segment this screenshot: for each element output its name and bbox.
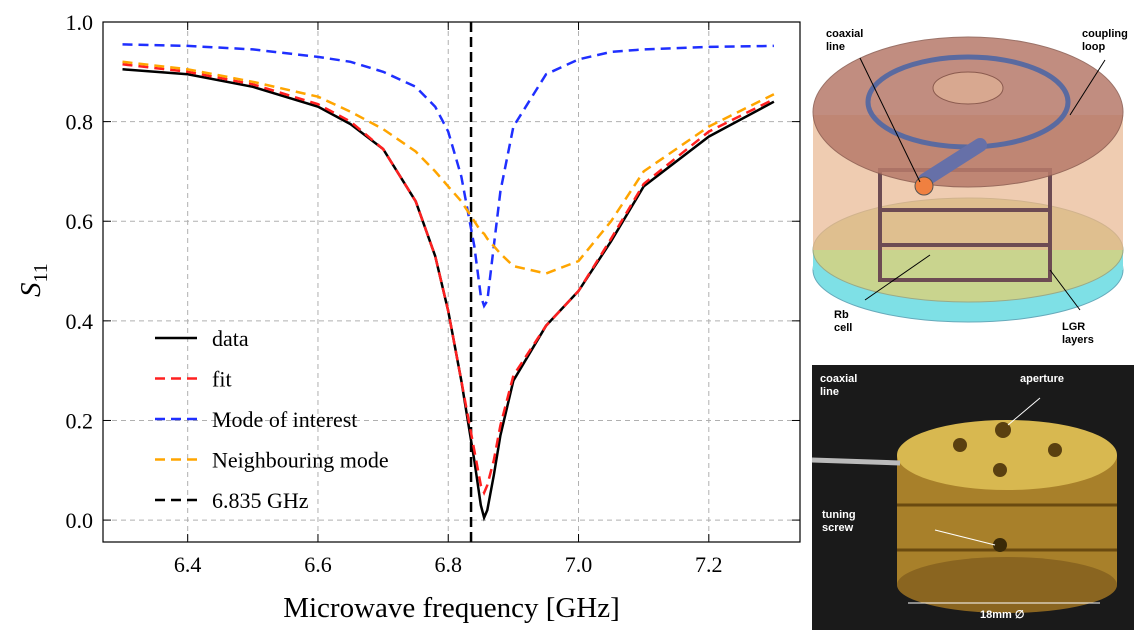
center-hole xyxy=(932,71,1004,105)
legend-label: Neighbouring mode xyxy=(212,448,389,473)
screw xyxy=(993,463,1007,477)
pointer xyxy=(1069,59,1106,116)
label: 18mm ∅ xyxy=(980,609,1024,621)
coax-end xyxy=(914,176,934,196)
y-axis-label: S11 xyxy=(15,263,52,297)
x-tick-label: 7.2 xyxy=(695,552,723,577)
pointer xyxy=(1007,397,1041,426)
series-line xyxy=(122,43,774,309)
aperture xyxy=(995,422,1011,438)
x-tick-label: 6.6 xyxy=(304,552,332,577)
resonator-diagram: coaxial line coupling loop Rb cell LGR layer… xyxy=(812,28,1128,346)
y-axis-label-main: S xyxy=(15,282,47,297)
resonator-photo: coaxial line aperture tuning screw 18mm ∅ xyxy=(811,365,1134,630)
legend-label: Mode of interest xyxy=(212,407,357,432)
cylinder-top xyxy=(897,420,1117,490)
label: coaxial line xyxy=(826,28,863,53)
pointer xyxy=(934,529,996,546)
tuning-screw xyxy=(993,538,1007,552)
pointer xyxy=(864,254,931,301)
y-tick-label: 0.2 xyxy=(66,408,94,433)
label: Rb cell xyxy=(834,309,852,334)
coax-wire xyxy=(811,457,901,466)
y-tick-label: 0.0 xyxy=(66,508,94,533)
screw xyxy=(953,438,967,452)
label: coupling loop xyxy=(1082,28,1128,53)
label: LGR layers xyxy=(1062,321,1094,346)
pointer xyxy=(859,57,921,183)
label: tuning screw xyxy=(822,509,856,534)
legend-label: data xyxy=(212,326,249,351)
x-tick-label: 6.8 xyxy=(434,552,462,577)
y-tick-label: 0.8 xyxy=(66,110,94,135)
x-tick-label: 7.0 xyxy=(565,552,593,577)
legend-label: fit xyxy=(212,367,232,392)
plot-frame xyxy=(102,21,801,543)
y-axis-label-sub: 11 xyxy=(30,263,52,282)
y-tick-label: 0.6 xyxy=(66,209,94,234)
screw xyxy=(1048,443,1062,457)
label: coaxial line xyxy=(820,373,857,398)
series-line xyxy=(122,60,775,275)
x-axis-label: Microwave frequency [GHz] xyxy=(283,592,620,624)
coaxial-line xyxy=(918,138,987,187)
pointer xyxy=(1049,269,1081,311)
x-tick-label: 6.4 xyxy=(174,552,202,577)
y-tick-label: 1.0 xyxy=(66,10,94,35)
legend-label: 6.835 GHz xyxy=(212,488,309,513)
y-tick-label: 0.4 xyxy=(66,309,94,334)
label: aperture xyxy=(1020,373,1064,385)
cylinder-bottom xyxy=(897,557,1117,613)
series-line xyxy=(122,63,775,496)
